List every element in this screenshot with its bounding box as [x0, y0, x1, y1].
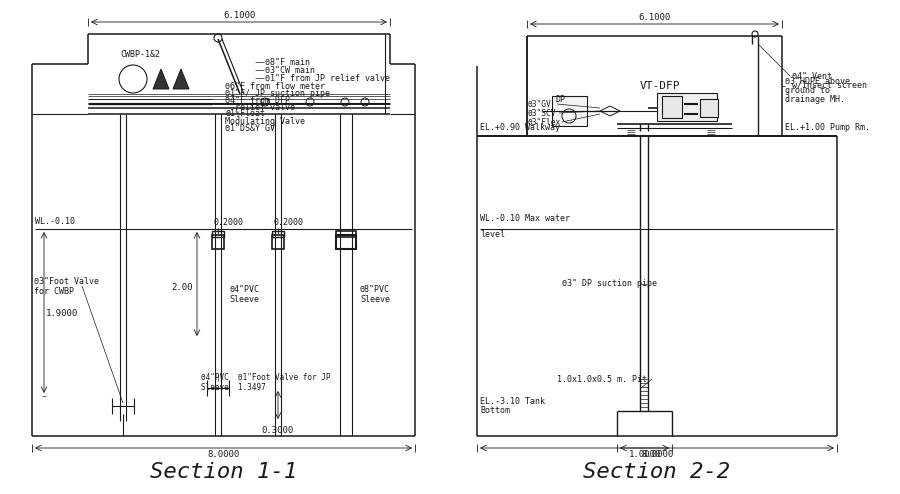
Text: 0.2000: 0.2000	[213, 218, 243, 227]
Text: level: level	[480, 230, 505, 239]
Text: 8.0000: 8.0000	[207, 450, 239, 459]
Text: Θ3"Foot Valve: Θ3"Foot Valve	[34, 277, 99, 286]
Text: Θ1½Float: Θ1½Float	[225, 110, 265, 119]
Text: Θ6"F from flow meter: Θ6"F from flow meter	[225, 82, 325, 90]
Text: 6.1000: 6.1000	[638, 13, 670, 22]
Text: EL.+1.00 Pump Rm.: EL.+1.00 Pump Rm.	[785, 123, 870, 132]
Text: Θ3"Flex: Θ3"Flex	[527, 118, 560, 126]
Circle shape	[119, 65, 147, 93]
Bar	[700, 99, 718, 117]
Text: 1.0x1.0x0.5 m. Pit: 1.0x1.0x0.5 m. Pit	[557, 374, 647, 383]
Bar	[336, 231, 356, 237]
Text: Θ8"PVC: Θ8"PVC	[360, 285, 390, 293]
Text: Sleeve: Sleeve	[360, 294, 390, 303]
Text: ground to: ground to	[785, 85, 830, 94]
Text: 0.3000: 0.3000	[262, 426, 294, 435]
Text: Θ3"CW main: Θ3"CW main	[265, 66, 315, 75]
Text: WL.-0.10 Max water: WL.-0.10 Max water	[480, 214, 570, 223]
Text: Section 1-1: Section 1-1	[150, 462, 297, 482]
Text: Θ4"PVC: Θ4"PVC	[229, 285, 259, 293]
Bar	[657, 93, 717, 121]
Text: drainage MH.: drainage MH.	[785, 94, 845, 104]
Text: Θ1"F/ JP suction pipe: Θ1"F/ JP suction pipe	[225, 88, 330, 97]
Text: Θ1"DS&Y GV: Θ1"DS&Y GV	[225, 124, 275, 132]
Text: 2.00: 2.00	[172, 283, 193, 291]
Bar	[336, 235, 356, 249]
Text: Θ3" DP suction pipe: Θ3" DP suction pipe	[562, 280, 657, 288]
Text: 0.2000: 0.2000	[273, 218, 303, 227]
Text: EL.-3.10 Tank: EL.-3.10 Tank	[480, 397, 545, 406]
Text: Θ1"F from JP relief valve: Θ1"F from JP relief valve	[265, 74, 390, 82]
Bar	[212, 235, 224, 249]
Text: Modulating Valve: Modulating Valve	[225, 117, 305, 125]
Text: relief valve: relief valve	[225, 102, 295, 112]
Bar	[212, 231, 224, 237]
Text: 6.1000: 6.1000	[223, 11, 255, 20]
Text: 1.9000: 1.9000	[46, 308, 78, 318]
Text: CWBP-1&2: CWBP-1&2	[120, 50, 160, 59]
Text: VT-DFP: VT-DFP	[640, 81, 680, 91]
Bar	[272, 231, 284, 237]
Text: 8.0000: 8.0000	[641, 450, 673, 459]
Bar	[552, 96, 587, 126]
Text: 1.0000: 1.0000	[628, 450, 661, 459]
Bar	[272, 235, 284, 249]
Polygon shape	[153, 69, 169, 89]
Text: Θ4" Vent: Θ4" Vent	[792, 72, 832, 81]
Text: for CWBP: for CWBP	[34, 287, 74, 295]
Text: Bottom: Bottom	[480, 406, 510, 415]
Text: w/Insect screen: w/Insect screen	[792, 81, 867, 89]
Text: Θ3"SCV: Θ3"SCV	[527, 109, 555, 118]
Text: Sleeve: Sleeve	[229, 294, 259, 303]
Text: Sleeve  1.3497: Sleeve 1.3497	[201, 382, 266, 392]
Text: Θ4"PVC  Θ1"Foot Valve for JP: Θ4"PVC Θ1"Foot Valve for JP	[201, 373, 330, 382]
Polygon shape	[173, 69, 189, 89]
Text: Θ4"F from DFP: Θ4"F from DFP	[225, 95, 290, 105]
Text: Θ3"GV: Θ3"GV	[527, 99, 551, 109]
Text: WL.-0.10: WL.-0.10	[35, 217, 75, 226]
Text: DP: DP	[556, 95, 566, 104]
Text: EL.+0.90 Walkway: EL.+0.90 Walkway	[480, 123, 560, 132]
Bar	[662, 96, 682, 118]
Text: Θ3"HDPE above: Θ3"HDPE above	[785, 77, 850, 85]
Text: Θ8"F main: Θ8"F main	[265, 57, 310, 67]
Text: Section 2-2: Section 2-2	[583, 462, 731, 482]
